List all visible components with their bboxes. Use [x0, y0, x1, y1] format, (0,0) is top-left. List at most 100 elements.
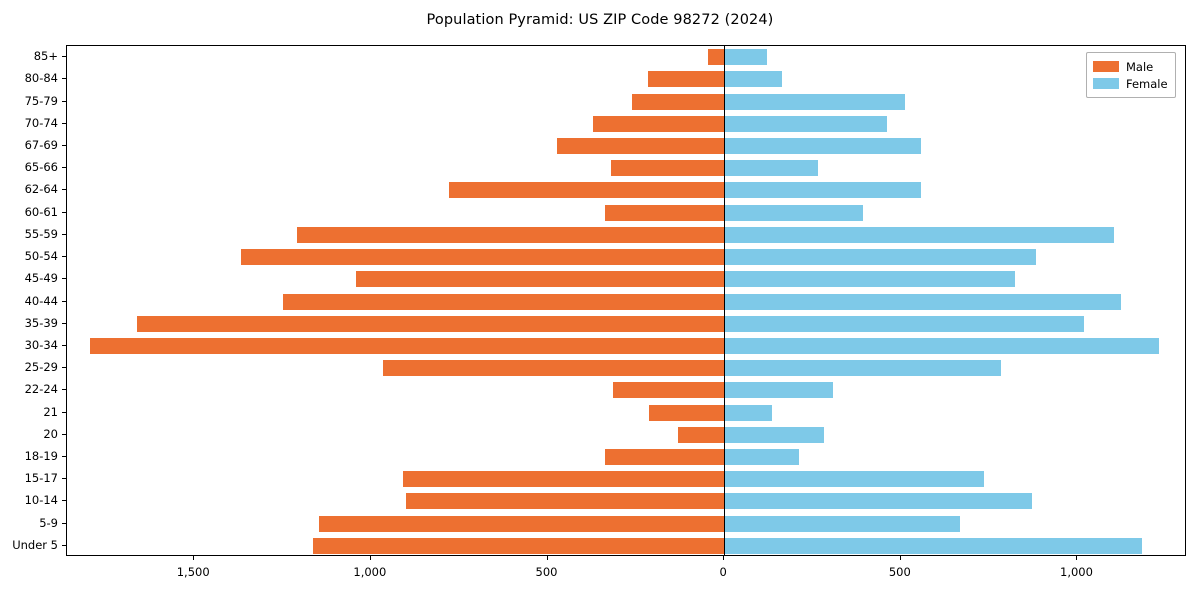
y-tick-mark — [62, 522, 66, 524]
bar-female-10-14 — [724, 493, 1033, 510]
bar-female-45-49 — [724, 271, 1015, 288]
y-tick-label: 60-61 — [24, 204, 58, 219]
bar-female-18-19 — [724, 449, 800, 466]
zero-axis-line — [724, 46, 726, 555]
legend-item-male[interactable]: Male — [1093, 58, 1168, 75]
y-tick-mark — [62, 478, 66, 480]
x-axis: 1,500 1,000 500 0 500 1,000 — [66, 556, 1186, 596]
bar-male-20 — [678, 426, 725, 443]
bar-male-30-34 — [89, 337, 725, 354]
y-tick-label: 20 — [43, 426, 58, 441]
y-tick-mark — [62, 344, 66, 346]
y-tick-label: 5-9 — [39, 515, 58, 530]
y-tick-mark — [62, 544, 66, 546]
bar-female-70-74 — [724, 115, 888, 132]
bar-male-60-61 — [605, 204, 725, 221]
y-tick-label: 15-17 — [24, 471, 58, 486]
y-tick-mark — [62, 456, 66, 458]
y-tick-mark — [62, 278, 66, 280]
plot-area — [66, 45, 1186, 556]
bar-male-85- — [708, 49, 725, 66]
y-tick-label: 45-49 — [24, 271, 58, 286]
x-tick-label: 1,000 — [353, 565, 387, 579]
bar-female-62-64 — [724, 182, 921, 199]
bar-female-21 — [724, 404, 773, 421]
y-tick-mark — [62, 56, 66, 58]
chart-legend: Male Female — [1086, 52, 1176, 98]
y-tick-label: 55-59 — [24, 226, 58, 241]
bar-male-22-24 — [613, 382, 725, 399]
bar-female-80-84 — [724, 71, 783, 88]
y-tick-label: 18-19 — [24, 449, 58, 464]
y-tick-label: 70-74 — [24, 115, 58, 130]
y-tick-mark — [62, 78, 66, 80]
bar-male-40-44 — [282, 293, 725, 310]
y-tick-mark — [62, 367, 66, 369]
bar-female-85- — [724, 49, 767, 66]
bar-male-62-64 — [449, 182, 725, 199]
y-tick-label: 40-44 — [24, 293, 58, 308]
bars-layer — [67, 46, 1185, 555]
bar-female-65-66 — [724, 160, 819, 177]
y-tick-label: 35-39 — [24, 315, 58, 330]
bar-female-25-29 — [724, 360, 1002, 377]
x-tick-label: 0 — [719, 565, 727, 579]
bar-female-67-69 — [724, 137, 921, 154]
y-tick-label: 75-79 — [24, 93, 58, 108]
y-tick-label: 10-14 — [24, 493, 58, 508]
bar-male-50-54 — [240, 249, 725, 266]
bar-male-75-79 — [632, 93, 725, 110]
bar-male-45-49 — [355, 271, 725, 288]
y-tick-label: 85+ — [33, 49, 58, 64]
y-tick-label: 30-34 — [24, 337, 58, 352]
bar-female-22-24 — [724, 382, 833, 399]
y-axis: 85+ 80-84 75-79 70-74 67-69 65-66 62-64 60-61 55… — [0, 45, 66, 556]
bar-male-18-19 — [605, 449, 725, 466]
y-tick-mark — [62, 100, 66, 102]
legend-swatch-icon — [1093, 61, 1119, 72]
bar-male-21 — [648, 404, 725, 421]
x-tick-label: 1,500 — [176, 565, 210, 579]
y-tick-label: 25-29 — [24, 360, 58, 375]
bar-male-65-66 — [611, 160, 725, 177]
y-tick-mark — [62, 433, 66, 435]
y-tick-mark — [62, 500, 66, 502]
x-tick-label: 500 — [888, 565, 911, 579]
y-tick-label: Under 5 — [12, 537, 58, 552]
y-tick-label: 80-84 — [24, 71, 58, 86]
bar-female-75-79 — [724, 93, 906, 110]
legend-item-female[interactable]: Female — [1093, 75, 1168, 92]
y-tick-mark — [62, 122, 66, 124]
y-tick-mark — [62, 300, 66, 302]
bar-female-50-54 — [724, 249, 1036, 266]
y-tick-mark — [62, 211, 66, 213]
y-tick-mark — [62, 144, 66, 146]
bar-male-35-39 — [137, 315, 725, 332]
y-tick-mark — [62, 189, 66, 191]
x-tick-label: 1,000 — [1060, 565, 1093, 579]
bar-male-67-69 — [557, 137, 725, 154]
bar-male-15-17 — [403, 471, 725, 488]
x-tick-mark — [1076, 556, 1078, 560]
legend-swatch-icon — [1093, 78, 1119, 89]
y-tick-mark — [62, 322, 66, 324]
bar-female-30-34 — [724, 337, 1159, 354]
y-tick-mark — [62, 256, 66, 258]
bar-female-20 — [724, 426, 825, 443]
y-tick-mark — [62, 389, 66, 391]
bar-female-under-5 — [724, 537, 1143, 554]
bar-female-60-61 — [724, 204, 863, 221]
bar-male-25-29 — [382, 360, 725, 377]
x-tick-mark — [546, 556, 548, 560]
y-tick-label: 67-69 — [24, 137, 58, 152]
y-tick-label: 50-54 — [24, 249, 58, 264]
x-tick-mark — [899, 556, 901, 560]
bar-male-80-84 — [647, 71, 725, 88]
x-tick-mark — [369, 556, 371, 560]
bar-male-70-74 — [593, 115, 725, 132]
y-tick-mark — [62, 167, 66, 169]
legend-label: Male — [1126, 59, 1154, 74]
y-tick-label: 62-64 — [24, 182, 58, 197]
bar-female-5-9 — [724, 515, 961, 532]
